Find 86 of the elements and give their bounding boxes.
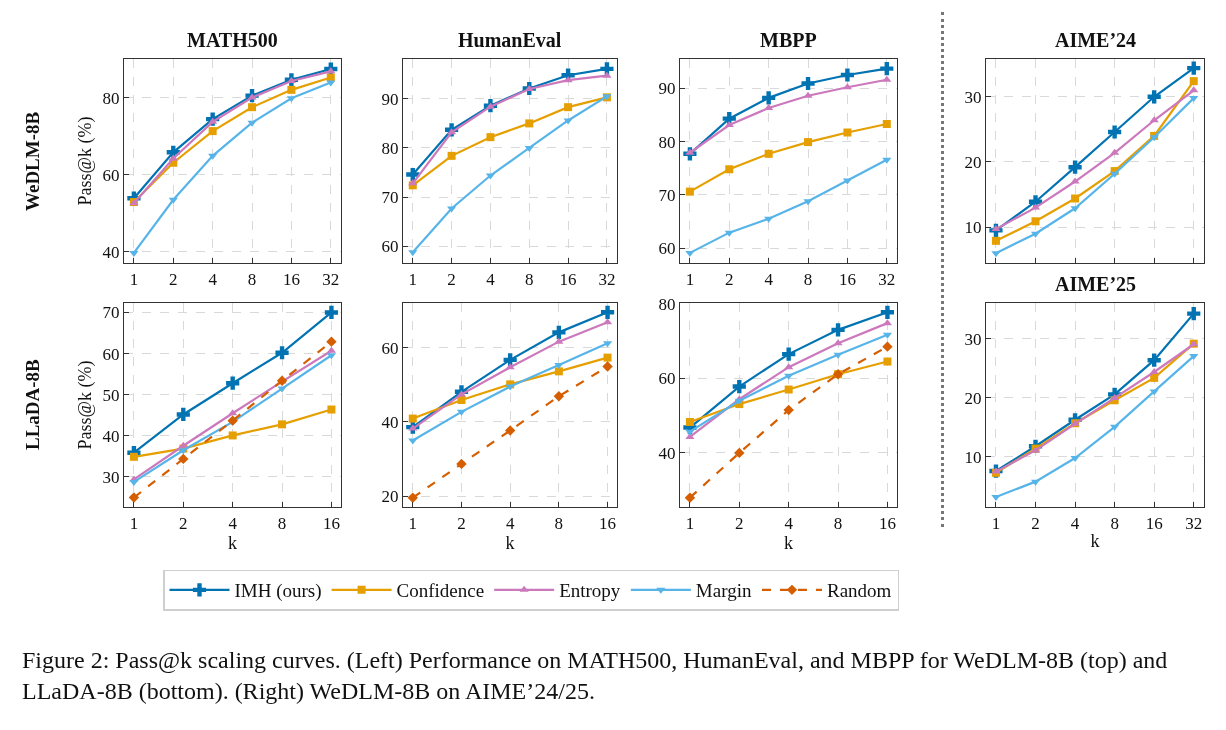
y-tick-label: 40 xyxy=(102,242,120,262)
x-axis-title: k xyxy=(505,532,515,553)
chart-title: AIME’25 xyxy=(1055,273,1137,295)
y-tick-label: 30 xyxy=(102,467,120,487)
y-tick-label: 80 xyxy=(658,294,676,314)
x-axis-title: k xyxy=(1090,530,1100,551)
x-tick-label: 1 xyxy=(129,269,139,289)
x-tick-label: 8 xyxy=(525,269,534,289)
x-tick-label: 4 xyxy=(228,513,238,533)
text: LLaDA-8B xyxy=(22,358,43,450)
y-tick-label: 30 xyxy=(964,329,982,349)
y-tick-label: 20 xyxy=(381,487,399,507)
x-tick-label: 2 xyxy=(725,269,734,289)
x-tick-label: 8 xyxy=(247,269,257,289)
x-tick-label: 16 xyxy=(878,513,896,533)
x-tick-label: 16 xyxy=(282,269,300,289)
y-tick-label: 60 xyxy=(102,344,120,364)
x-axis-title: k xyxy=(784,532,793,553)
x-tick-label: 4 xyxy=(486,269,496,289)
x-tick-label: 32 xyxy=(322,269,340,289)
y-axis-title: Pass@k (%) xyxy=(74,360,96,450)
x-tick-label: 16 xyxy=(322,513,340,533)
x-tick-label: 32 xyxy=(878,269,896,289)
x-tick-label: 16 xyxy=(599,513,617,533)
x-tick-label: 2 xyxy=(169,269,178,289)
x-tick-label: 1 xyxy=(129,513,139,533)
x-tick-label: 1 xyxy=(991,513,1001,533)
y-tick-label: 90 xyxy=(381,89,399,109)
y-tick-label: 90 xyxy=(658,79,676,99)
chart-title: MATH500 xyxy=(187,29,278,51)
legend-label: Entropy xyxy=(559,580,621,602)
y-tick-label: 60 xyxy=(381,338,399,358)
x-tick-label: 2 xyxy=(179,513,188,533)
y-tick-label: 70 xyxy=(658,185,676,205)
y-tick-label: 60 xyxy=(102,165,120,185)
legend-label: Margin xyxy=(695,580,752,602)
y-tick-label: 40 xyxy=(381,412,399,432)
x-tick-label: 2 xyxy=(735,513,744,533)
x-tick-label: 8 xyxy=(803,269,813,289)
x-tick-label: 32 xyxy=(598,269,616,289)
y-axis-title: Pass@k (%) xyxy=(74,116,96,206)
x-tick-label: 4 xyxy=(1070,513,1080,533)
y-tick-label: 30 xyxy=(964,87,982,107)
x-tick-label: 4 xyxy=(764,269,774,289)
y-tick-label: 40 xyxy=(102,426,120,446)
y-tick-label: 70 xyxy=(102,303,120,323)
y-tick-label: 80 xyxy=(381,138,399,158)
x-tick-label: 1 xyxy=(685,513,695,533)
x-tick-label: 4 xyxy=(505,513,515,533)
y-tick-label: 10 xyxy=(964,447,982,467)
y-tick-label: 50 xyxy=(102,385,120,405)
legend-label: Confidence xyxy=(396,580,485,602)
x-tick-label: 16 xyxy=(838,269,856,289)
y-tick-label: 80 xyxy=(102,88,120,108)
chart-title: HumanEval xyxy=(458,29,562,51)
y-tick-label: 60 xyxy=(381,237,399,257)
x-tick-label: 16 xyxy=(559,269,577,289)
x-tick-label: 8 xyxy=(554,513,564,533)
x-tick-label: 1 xyxy=(408,513,418,533)
x-tick-label: 1 xyxy=(685,269,695,289)
caption: Figure 2: Pass@k scaling curves. (Left) Performance on MATH500, HumanEval, and MBPP for WeDLM-8B (top) and LLaDA-8B (bottom). (Right) WeDLM-8B on AIME’24/25. xyxy=(22,646,1169,706)
y-tick-label: 40 xyxy=(658,443,676,463)
y-tick-label: 70 xyxy=(381,188,399,208)
x-tick-label: 2 xyxy=(457,513,466,533)
chart-title: MBPP xyxy=(760,29,817,51)
x-axis-title: k xyxy=(228,532,237,553)
y-tick-label: 20 xyxy=(964,388,982,408)
x-tick-label: 4 xyxy=(208,269,218,289)
x-tick-label: 16 xyxy=(1145,513,1163,533)
y-tick-label: 80 xyxy=(658,132,676,152)
x-tick-label: 8 xyxy=(833,513,843,533)
legend-label: IMH (ours) xyxy=(234,580,322,603)
x-tick-label: 2 xyxy=(447,269,456,289)
x-tick-label: 4 xyxy=(784,513,794,533)
chart-title: AIME’24 xyxy=(1055,29,1137,51)
x-tick-label: 8 xyxy=(277,513,287,533)
x-tick-label: 8 xyxy=(1110,513,1119,533)
x-tick-label: 2 xyxy=(1031,513,1040,533)
y-tick-label: 10 xyxy=(964,218,982,238)
legend-label: Random xyxy=(826,580,892,602)
x-tick-label: 1 xyxy=(408,269,418,289)
y-tick-label: 60 xyxy=(658,369,676,389)
y-tick-label: 60 xyxy=(658,239,676,259)
text: WeDLM-8B xyxy=(22,111,43,211)
y-tick-label: 20 xyxy=(964,152,982,172)
x-tick-label: 32 xyxy=(1185,513,1203,533)
